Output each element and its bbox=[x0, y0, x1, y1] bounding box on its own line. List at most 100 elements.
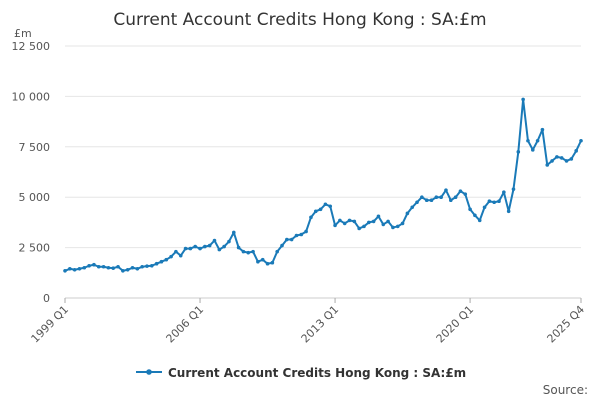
data-point[interactable] bbox=[338, 218, 342, 223]
data-point[interactable] bbox=[174, 249, 178, 254]
data-point[interactable] bbox=[270, 260, 275, 265]
data-point[interactable] bbox=[502, 190, 506, 194]
data-point[interactable] bbox=[212, 238, 217, 243]
data-point[interactable] bbox=[521, 97, 525, 102]
data-point[interactable] bbox=[111, 266, 116, 270]
data-point[interactable] bbox=[391, 225, 395, 230]
data-point[interactable] bbox=[145, 264, 149, 268]
data-point[interactable] bbox=[82, 265, 87, 270]
data-point[interactable] bbox=[294, 233, 299, 238]
data-point[interactable] bbox=[125, 267, 130, 272]
data-point[interactable] bbox=[231, 230, 236, 235]
data-point[interactable] bbox=[376, 214, 381, 219]
data-point[interactable] bbox=[289, 237, 294, 242]
data-point[interactable] bbox=[482, 205, 487, 210]
data-point[interactable] bbox=[555, 155, 559, 159]
data-point[interactable] bbox=[313, 209, 318, 214]
data-point[interactable] bbox=[550, 159, 554, 163]
data-point[interactable] bbox=[357, 226, 361, 231]
data-point[interactable] bbox=[188, 246, 193, 251]
data-point[interactable] bbox=[487, 199, 492, 204]
data-point[interactable] bbox=[217, 247, 222, 252]
data-point[interactable] bbox=[342, 221, 347, 226]
data-point[interactable] bbox=[116, 264, 120, 269]
data-point[interactable] bbox=[574, 149, 578, 153]
data-point[interactable] bbox=[473, 213, 477, 218]
data-point[interactable] bbox=[506, 209, 511, 214]
data-point[interactable] bbox=[371, 219, 376, 224]
data-point[interactable] bbox=[395, 224, 400, 229]
data-point[interactable] bbox=[140, 264, 144, 269]
data-point[interactable] bbox=[492, 200, 496, 205]
data-point[interactable] bbox=[333, 223, 337, 228]
data-point[interactable] bbox=[207, 243, 212, 248]
data-point[interactable] bbox=[150, 263, 154, 268]
data-point[interactable] bbox=[545, 163, 550, 167]
data-point[interactable] bbox=[285, 237, 289, 242]
data-point[interactable] bbox=[458, 189, 463, 193]
data-point[interactable] bbox=[448, 198, 453, 203]
data-point[interactable] bbox=[434, 195, 439, 199]
data-point[interactable] bbox=[227, 239, 231, 244]
data-point[interactable] bbox=[410, 205, 415, 210]
data-point[interactable] bbox=[256, 259, 260, 264]
data-point[interactable] bbox=[92, 262, 96, 267]
data-point[interactable] bbox=[559, 156, 564, 160]
data-point[interactable] bbox=[246, 250, 251, 255]
data-point[interactable] bbox=[193, 244, 198, 249]
data-point[interactable] bbox=[87, 263, 91, 268]
data-point[interactable] bbox=[579, 138, 583, 143]
data-point[interactable] bbox=[381, 222, 386, 227]
data-point[interactable] bbox=[347, 218, 352, 223]
data-point[interactable] bbox=[72, 267, 77, 272]
data-point[interactable] bbox=[439, 195, 443, 199]
data-point[interactable] bbox=[511, 187, 516, 191]
data-point[interactable] bbox=[367, 220, 371, 225]
data-point[interactable] bbox=[453, 195, 458, 199]
data-point[interactable] bbox=[444, 188, 448, 192]
data-point[interactable] bbox=[530, 148, 535, 152]
data-point[interactable] bbox=[178, 253, 183, 258]
data-point[interactable] bbox=[130, 265, 135, 270]
data-point[interactable] bbox=[468, 207, 472, 212]
data-point[interactable] bbox=[526, 138, 530, 143]
data-point[interactable] bbox=[68, 266, 72, 271]
data-point[interactable] bbox=[323, 202, 328, 207]
data-point[interactable] bbox=[265, 261, 270, 266]
data-point[interactable] bbox=[241, 249, 246, 254]
data-point[interactable] bbox=[535, 138, 540, 143]
data-point[interactable] bbox=[183, 246, 188, 251]
data-point[interactable] bbox=[299, 232, 304, 237]
data-point[interactable] bbox=[280, 243, 284, 248]
data-point[interactable] bbox=[415, 200, 419, 205]
data-point[interactable] bbox=[309, 215, 313, 220]
data-point[interactable] bbox=[169, 254, 173, 259]
data-point[interactable] bbox=[154, 261, 159, 266]
data-point[interactable] bbox=[135, 266, 140, 271]
legend[interactable]: Current Account Credits Hong Kong : SA:£… bbox=[136, 366, 466, 380]
data-point[interactable] bbox=[564, 159, 569, 163]
data-point[interactable] bbox=[569, 157, 574, 161]
data-point[interactable] bbox=[497, 199, 501, 204]
data-point[interactable] bbox=[477, 218, 482, 223]
data-point[interactable] bbox=[164, 257, 169, 262]
data-point[interactable] bbox=[198, 246, 202, 251]
data-point[interactable] bbox=[318, 207, 323, 212]
data-point[interactable] bbox=[63, 268, 67, 273]
data-point[interactable] bbox=[222, 244, 226, 249]
data-point[interactable] bbox=[362, 224, 366, 229]
data-point[interactable] bbox=[463, 192, 468, 196]
data-point[interactable] bbox=[429, 198, 434, 203]
data-point[interactable] bbox=[420, 195, 424, 199]
data-point[interactable] bbox=[251, 249, 255, 254]
data-point[interactable] bbox=[328, 204, 333, 209]
data-point[interactable] bbox=[352, 219, 357, 224]
data-point[interactable] bbox=[424, 198, 429, 203]
data-point[interactable] bbox=[203, 244, 207, 249]
data-point[interactable] bbox=[159, 259, 164, 264]
data-point[interactable] bbox=[400, 221, 405, 226]
data-point[interactable] bbox=[540, 127, 545, 132]
data-point[interactable] bbox=[96, 264, 101, 269]
data-point[interactable] bbox=[386, 219, 390, 224]
data-point[interactable] bbox=[275, 249, 279, 254]
